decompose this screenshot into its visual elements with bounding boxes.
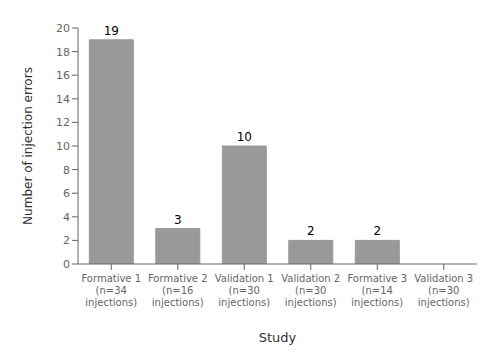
svg-text:Validation 1(n=30injections): Validation 1(n=30injections): [215, 273, 274, 308]
svg-text:8: 8: [63, 164, 70, 177]
svg-text:18: 18: [56, 46, 70, 59]
svg-text:2: 2: [373, 224, 381, 238]
svg-text:19: 19: [104, 24, 119, 38]
svg-text:16: 16: [56, 69, 70, 82]
svg-text:Formative 1(n=34injections): Formative 1(n=34injections): [81, 273, 141, 308]
svg-text:Number of injection errors: Number of injection errors: [21, 67, 35, 225]
svg-text:0: 0: [63, 258, 70, 271]
svg-text:10: 10: [237, 130, 252, 144]
svg-text:4: 4: [63, 211, 70, 224]
svg-text:Study: Study: [259, 330, 297, 345]
svg-text:10: 10: [56, 140, 70, 153]
svg-text:Validation 3(n=30injections): Validation 3(n=30injections): [414, 273, 473, 308]
svg-text:Formative 3(n=14injections): Formative 3(n=14injections): [347, 273, 407, 308]
svg-text:2: 2: [307, 224, 315, 238]
svg-text:3: 3: [174, 213, 182, 227]
svg-text:Formative 2(n=16injections): Formative 2(n=16injections): [148, 273, 208, 308]
svg-text:14: 14: [56, 93, 70, 106]
svg-text:2: 2: [63, 234, 70, 247]
svg-text:6: 6: [63, 187, 70, 200]
svg-text:20: 20: [56, 22, 70, 35]
svg-text:12: 12: [56, 116, 70, 129]
svg-text:Validation 2(n=30injections): Validation 2(n=30injections): [281, 273, 340, 308]
